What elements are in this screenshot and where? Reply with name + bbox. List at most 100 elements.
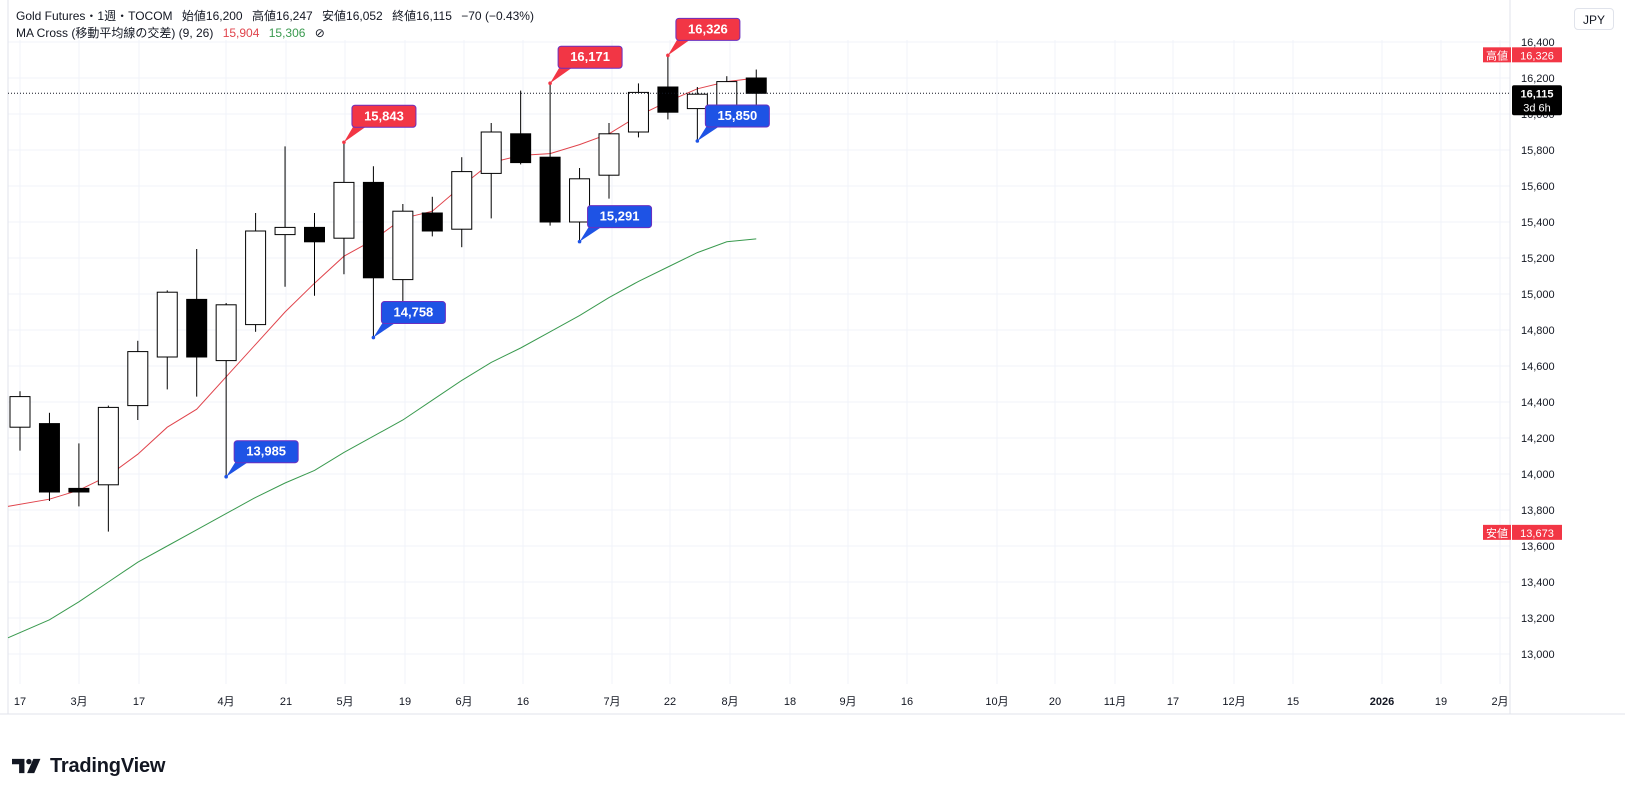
low-axis-value: 13,673 <box>1520 528 1554 540</box>
tradingview-wordmark: TradingView <box>50 754 166 777</box>
x-tick-label: 19 <box>399 696 411 708</box>
ma-slow-line <box>7 238 757 639</box>
candle[interactable] <box>539 83 561 226</box>
callout-label: 13,985 <box>246 444 286 459</box>
candle[interactable] <box>304 213 325 296</box>
y-tick-label: 15,800 <box>1521 145 1555 157</box>
x-tick-label: 2026 <box>1370 696 1394 708</box>
legend-high-label: 高値 <box>251 9 276 23</box>
candle-body-down <box>745 77 767 94</box>
x-tick-label: 17 <box>14 696 26 708</box>
candle-body-down <box>304 226 325 243</box>
callout-box <box>675 17 741 41</box>
y-tick-label: 14,200 <box>1521 433 1555 445</box>
callout-label: 15,843 <box>364 108 404 123</box>
candle[interactable] <box>686 87 708 141</box>
candle[interactable] <box>156 290 178 390</box>
candle-body-down <box>38 423 60 493</box>
y-tick-label: 14,800 <box>1521 325 1555 337</box>
x-tick-label: 21 <box>280 696 292 708</box>
low-callout[interactable]: 13,985 <box>224 440 299 479</box>
candle-body-up <box>333 181 355 239</box>
candle[interactable] <box>215 303 237 477</box>
candle-body-down <box>186 298 208 358</box>
legend-separator: ・ <box>116 9 129 23</box>
candle[interactable] <box>274 146 296 287</box>
candle-body-up <box>627 91 649 133</box>
candle[interactable] <box>392 204 414 302</box>
y-tick-label: 14,600 <box>1521 361 1555 373</box>
callout-label: 15,850 <box>717 108 757 123</box>
low-callout[interactable]: 15,850 <box>695 104 770 143</box>
candle[interactable] <box>627 83 649 138</box>
candle-body-up <box>392 210 414 281</box>
candle[interactable] <box>97 405 119 532</box>
tradingview-logo-icon <box>12 758 41 774</box>
tradingview-logo[interactable]: TradingView <box>12 754 165 778</box>
x-tick-label: 15 <box>1287 696 1299 708</box>
low-callout[interactable]: 14,758 <box>371 301 446 340</box>
candle-body-down <box>510 133 532 164</box>
x-tick-label: 11月 <box>1104 696 1126 708</box>
candle[interactable] <box>333 142 355 275</box>
candle[interactable] <box>68 443 90 507</box>
legend-indicator-name[interactable]: MA Cross (移動平均線の交差) (9, 26) <box>16 26 214 40</box>
candle[interactable] <box>38 412 60 501</box>
candle[interactable] <box>598 123 620 199</box>
candle[interactable] <box>186 249 208 397</box>
x-tick-label: 17 <box>133 696 145 708</box>
high-callout[interactable]: 15,843 <box>342 104 417 145</box>
high-callout[interactable]: 16,171 <box>548 45 623 86</box>
last-price-badge <box>1512 85 1562 116</box>
last-price-value: 16,115 <box>1520 88 1553 100</box>
y-tick-label: 16,200 <box>1521 73 1555 85</box>
callout-pointer <box>343 125 368 143</box>
candle[interactable] <box>480 123 502 219</box>
legend-separator: ・ <box>85 9 98 23</box>
y-tick-label: 13,000 <box>1521 649 1555 661</box>
legend-symbol[interactable]: Gold Futures <box>16 9 86 23</box>
ma-fast-line <box>7 77 757 507</box>
callout-pointer <box>667 38 692 56</box>
candle-body-up <box>215 304 237 362</box>
legend-high: 16,247 <box>275 9 313 23</box>
legend-ma-fast-value: 15,904 <box>222 26 260 40</box>
legend-exchange: TOCOM <box>128 9 173 23</box>
candle-body-up <box>598 133 620 176</box>
legend-close-label: 終値 <box>392 9 417 23</box>
low-callout[interactable]: 15,291 <box>577 205 653 244</box>
candle-body-up <box>274 226 296 236</box>
x-tick-label: 22 <box>664 696 676 708</box>
candle[interactable] <box>745 69 767 105</box>
callout-pointer <box>226 460 251 477</box>
legend-low-label: 安値 <box>322 9 347 23</box>
candle[interactable] <box>127 340 149 420</box>
legend-open-label: 始値 <box>181 9 206 23</box>
candle[interactable] <box>657 55 679 120</box>
candle-body-up <box>127 351 149 407</box>
candle[interactable] <box>9 391 31 451</box>
legend-interval: 1週 <box>97 9 117 23</box>
candle-body-down <box>362 181 384 279</box>
candle-body-up <box>245 230 267 326</box>
high-callout[interactable]: 16,326 <box>666 17 741 58</box>
candle[interactable] <box>421 196 443 237</box>
x-tick-label: 12月 <box>1222 696 1245 708</box>
candle[interactable] <box>362 166 384 338</box>
eye-off-icon[interactable]: ⊘ <box>314 26 325 40</box>
x-tick-label: 4月 <box>217 696 234 708</box>
y-tick-label: 15,400 <box>1521 217 1555 229</box>
y-tick-label: 15,200 <box>1521 253 1555 265</box>
legend-change: −70 (−0.43%) <box>461 9 534 23</box>
callout-label: 15,291 <box>600 209 640 224</box>
currency-button[interactable]: JPY <box>1574 8 1614 30</box>
high-axis-value-badge <box>1512 47 1562 63</box>
candle[interactable] <box>510 90 532 165</box>
callout-pointer <box>579 225 604 242</box>
candle[interactable] <box>451 157 473 248</box>
candle[interactable] <box>245 213 267 332</box>
candle[interactable] <box>569 168 591 242</box>
x-tick-label: 6月 <box>455 696 472 708</box>
